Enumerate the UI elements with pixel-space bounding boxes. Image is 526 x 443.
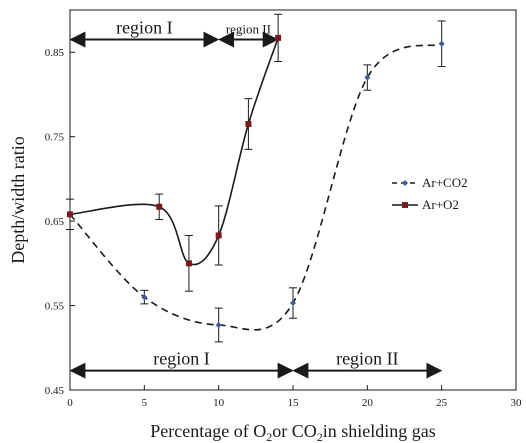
series-line bbox=[69, 43, 442, 331]
region-label: region I bbox=[116, 18, 172, 38]
y-tick-label: 0.45 bbox=[45, 385, 65, 397]
data-point bbox=[364, 74, 371, 81]
region-annotations: region I region II region I region II bbox=[69, 18, 443, 379]
data-point bbox=[275, 34, 282, 41]
series-line bbox=[69, 37, 279, 266]
y-tick-label: 0.55 bbox=[45, 301, 65, 313]
legend-label: Ar+O2 bbox=[422, 197, 459, 212]
series-layer bbox=[66, 13, 446, 343]
data-point bbox=[215, 232, 222, 239]
y-axis-title: Depth/width ratio bbox=[8, 136, 28, 263]
data-point bbox=[156, 203, 163, 210]
legend: Ar+CO2 Ar+O2 bbox=[392, 175, 468, 212]
x-tick-label: 10 bbox=[213, 397, 225, 409]
legend-marker bbox=[402, 202, 408, 208]
x-tick-label: 15 bbox=[288, 397, 300, 409]
y-tick-label: 0.75 bbox=[45, 132, 65, 144]
data-point bbox=[245, 121, 252, 127]
y-tick-label: 0.65 bbox=[45, 216, 65, 228]
region-label: region I bbox=[153, 349, 209, 369]
chart-axes: 0 5 10 15 20 25 30 0.45 0.55 0.65 0.75 0.85 bbox=[45, 9, 523, 409]
data-point bbox=[141, 294, 148, 301]
y-tick-label: 0.85 bbox=[45, 47, 65, 59]
region-label: region II bbox=[336, 349, 398, 369]
data-point bbox=[290, 300, 296, 307]
x-tick-label: 0 bbox=[67, 397, 73, 409]
region-label: region II bbox=[226, 22, 271, 37]
legend-marker bbox=[402, 180, 408, 186]
series-1 bbox=[66, 13, 283, 292]
x-axis-title: Percentage of O2or CO2in shielding gas bbox=[150, 421, 435, 443]
data-point bbox=[185, 260, 192, 267]
x-tick-label: 30 bbox=[511, 397, 523, 409]
data-point bbox=[438, 40, 445, 47]
data-point bbox=[67, 211, 73, 218]
x-tick-label: 5 bbox=[142, 397, 148, 409]
data-point bbox=[215, 321, 222, 328]
series-0 bbox=[67, 20, 446, 343]
legend-label: Ar+CO2 bbox=[422, 175, 468, 190]
x-tick-label: 20 bbox=[362, 397, 374, 409]
x-tick-label: 25 bbox=[436, 397, 448, 409]
